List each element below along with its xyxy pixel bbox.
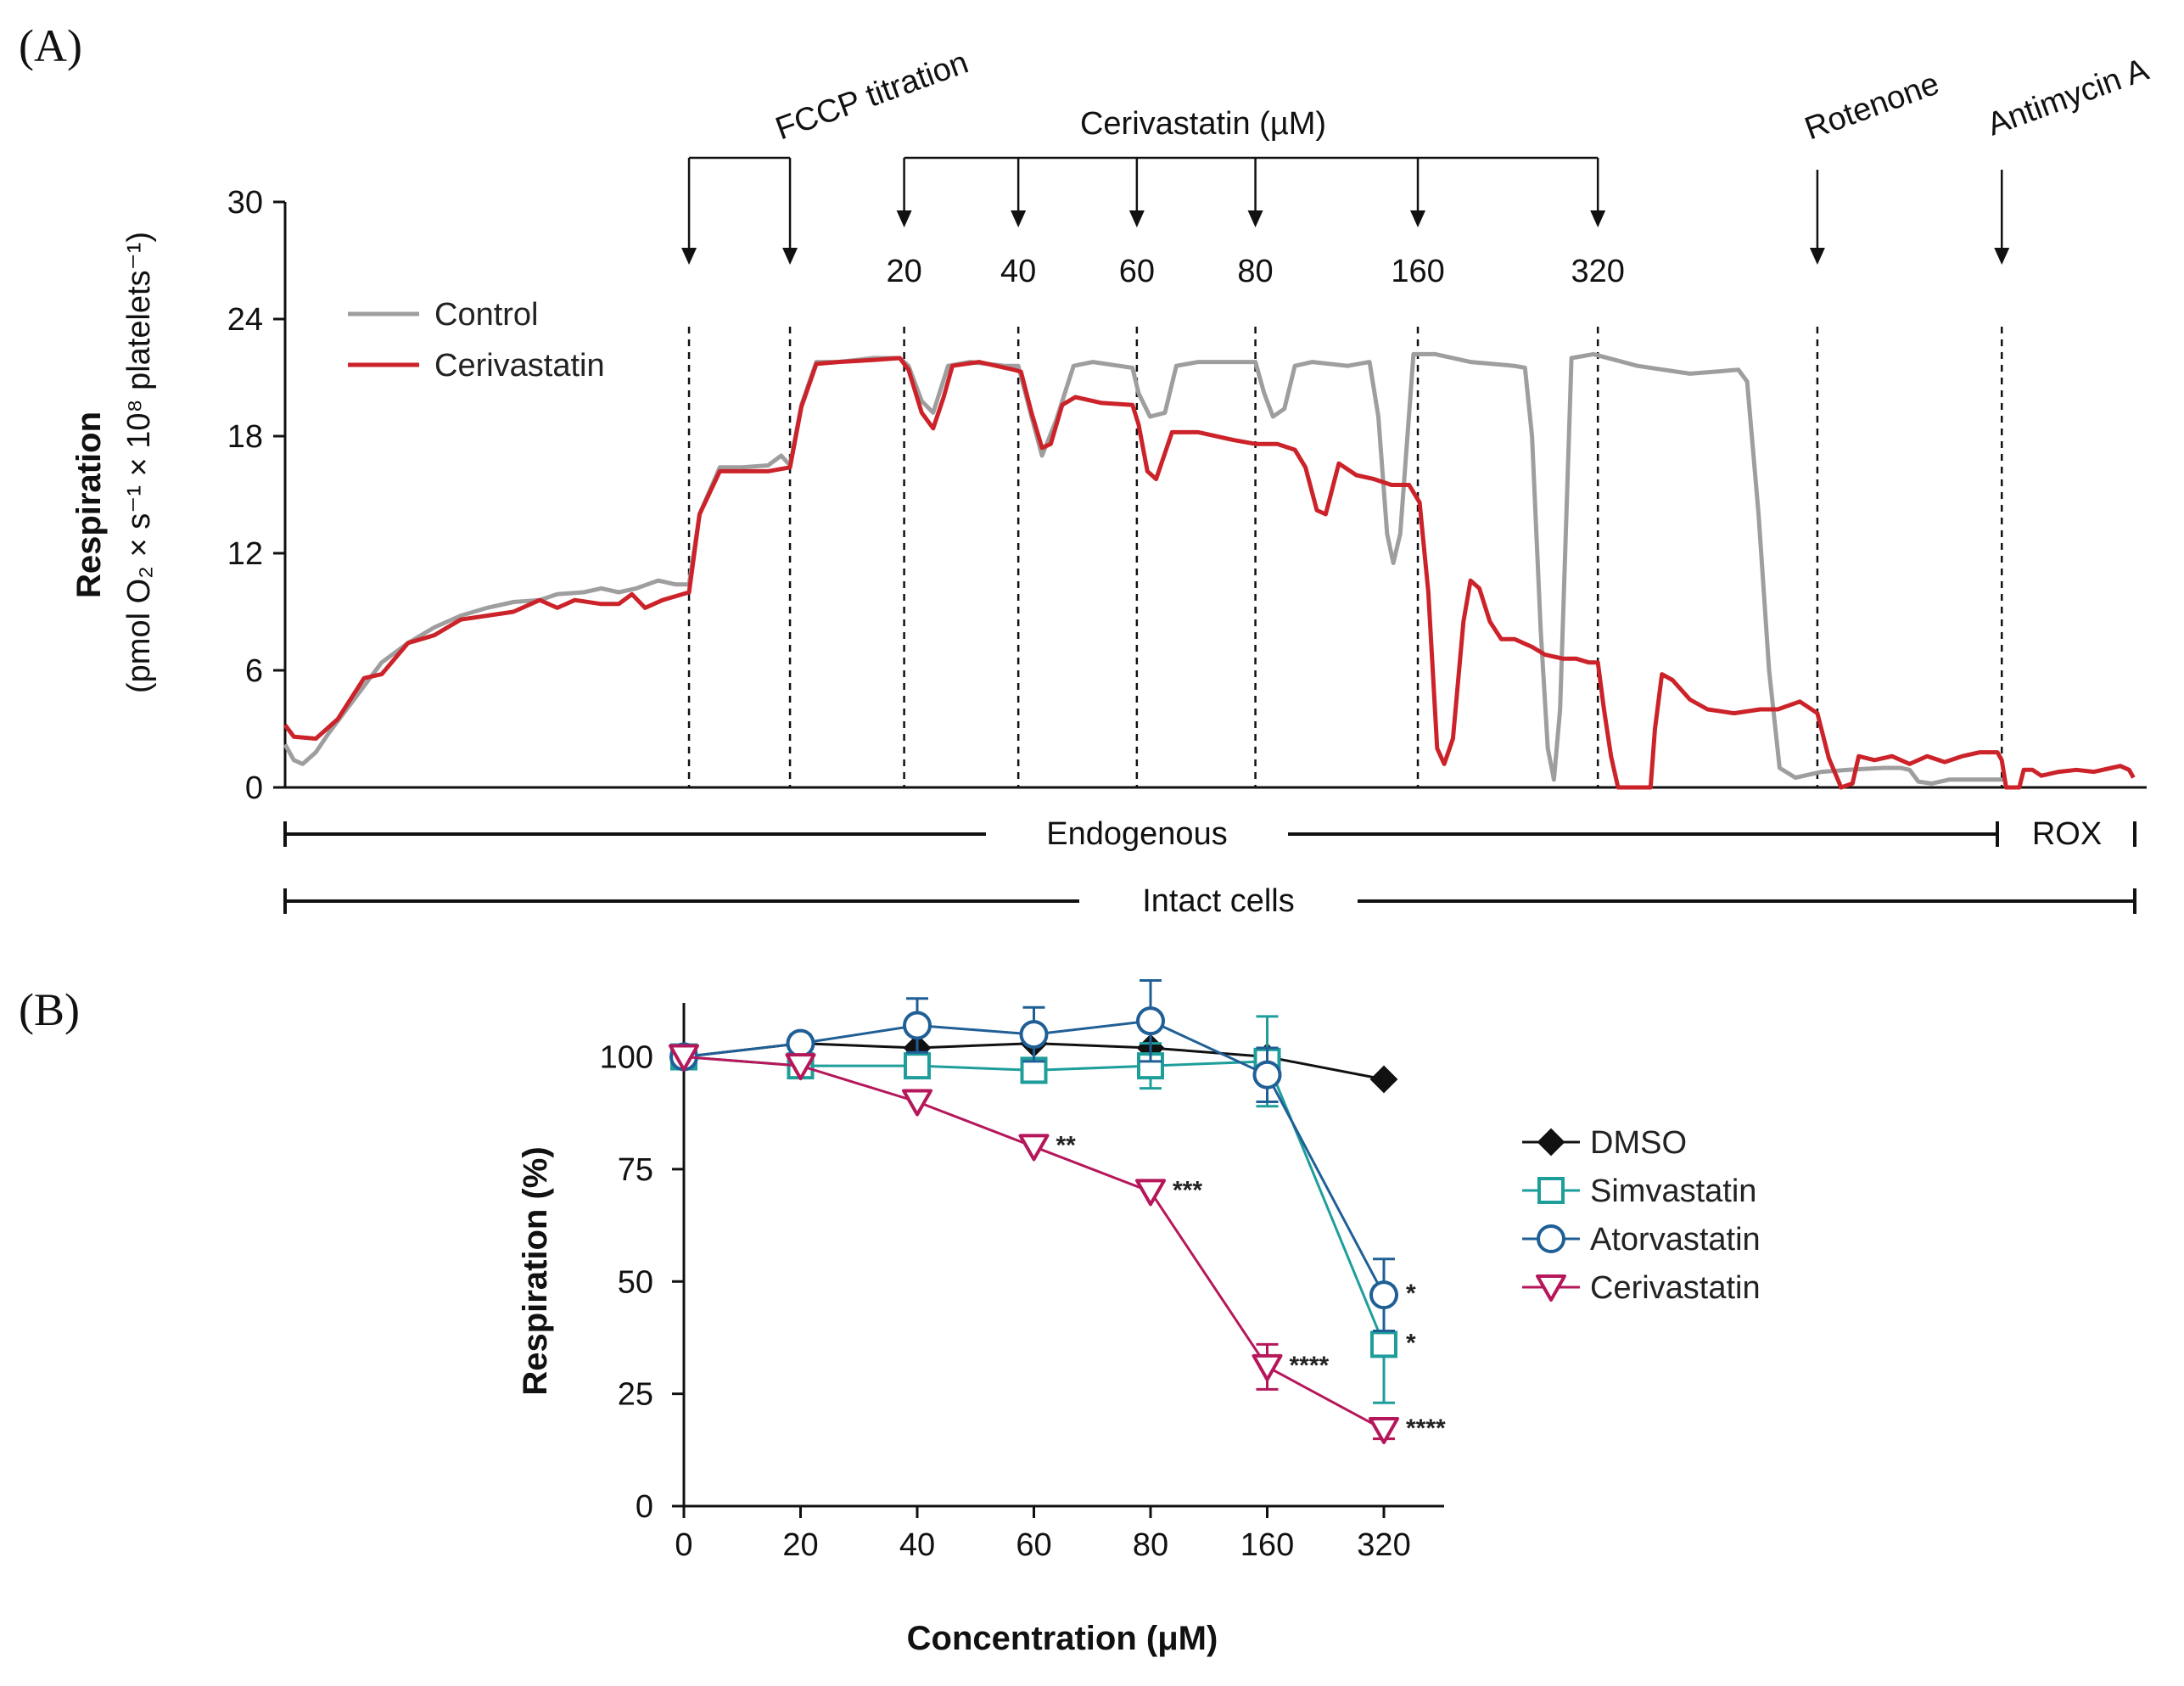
simvastatin-line — [683, 1056, 1386, 1345]
legend-cerivastatin-label: Cerivastatin — [434, 348, 605, 384]
panel-b-y-axis-title: Respiration (%) — [517, 1146, 554, 1395]
cerivastatin-arrow-head — [1247, 210, 1263, 227]
cerivastatin-dose-tick-label: 80 — [1237, 254, 1273, 289]
legend-atorvastatin-marker — [1537, 1224, 1565, 1253]
panel-a-y-tick-label: 0 — [245, 770, 263, 806]
panel-a-legend: Control Cerivastatin — [348, 297, 605, 384]
panel-a-y-tick-label: 18 — [227, 419, 263, 455]
panel-a-label: (A) — [19, 20, 82, 71]
panel-b-x-tick-label: 160 — [1240, 1527, 1294, 1563]
antimycin-a-label: Antimycin A — [1983, 52, 2154, 143]
cerivastatin-significance-label: **** — [1406, 1414, 1446, 1442]
endogenous-label: Endogenous — [1046, 816, 1227, 852]
rotenone-label: Rotenone — [1800, 66, 1944, 148]
simvastatin-significance-label: * — [1406, 1329, 1416, 1357]
legend-atorvastatin-label: Atorvastatin — [1590, 1222, 1761, 1257]
cerivastatin-marker — [1252, 1353, 1283, 1381]
cerivastatin-significance-label: ** — [1056, 1131, 1077, 1159]
panel-b-x-tick-label: 320 — [1357, 1527, 1410, 1563]
trace-cerivastatin — [283, 356, 2136, 790]
legend-cerivastatin-label: Cerivastatin — [1590, 1270, 1761, 1306]
panel-a-y-tick-label: 30 — [227, 185, 263, 221]
panel-b-x-axis-title: Concentration (μM) — [907, 1620, 1218, 1657]
cerivastatin-dose-label: Cerivastatin (µM) — [1080, 106, 1326, 142]
panel-b-legend: DMSO Simvastatin Atorvastatin Cerivastatin — [1522, 1125, 1761, 1306]
atorvastatin-marker — [1369, 1280, 1398, 1310]
rox-label: ROX — [2032, 816, 2102, 852]
state-bars: Endogenous ROX Intact cells — [283, 816, 2136, 919]
panel-b-x-tick-label: 40 — [899, 1527, 935, 1563]
panel-b-x-tick-label: 80 — [1133, 1527, 1168, 1563]
cerivastatin-marker — [1018, 1134, 1050, 1162]
panel-b-axes: 0 25 50 75 100 0 20 40 60 80 160 320 — [600, 1003, 1444, 1563]
cerivastatin-arrow-head — [1590, 210, 1606, 227]
cerivastatin-dose-tick-label: 320 — [1571, 254, 1624, 289]
panel-a-y-axis-title: Respiration — [70, 412, 108, 598]
panel-b-series: *************** — [669, 979, 1446, 1444]
panel-b-y-tick-label: 0 — [636, 1489, 653, 1525]
cerivastatin-marker — [1369, 1416, 1399, 1444]
simvastatin-marker — [904, 1052, 931, 1080]
cerivastatin-marker — [1135, 1179, 1166, 1207]
panel-a-y-tick-label: 24 — [227, 302, 263, 338]
atorvastatin-marker — [1019, 1020, 1049, 1050]
legend-control-label: Control — [434, 297, 539, 333]
fccp-titration-label: FCCP titration — [771, 45, 973, 148]
atorvastatin-significance-label: * — [1406, 1280, 1416, 1308]
legend-dmso-label: DMSO — [1590, 1125, 1687, 1161]
cerivastatin-dose-tick-label: 40 — [1000, 254, 1036, 289]
cerivastatin-significance-label: **** — [1290, 1352, 1330, 1380]
rotenone-arrow-head — [1809, 248, 1825, 265]
legend-cerivastatin-marker — [1536, 1274, 1566, 1302]
antimycin-arrow-head — [1994, 248, 2010, 265]
dmso-marker — [1369, 1065, 1398, 1094]
cerivastatin-arrow-head — [1011, 210, 1027, 227]
panel-b-x-tick-label: 20 — [782, 1527, 818, 1563]
cerivastatin-significance-label: *** — [1173, 1176, 1202, 1204]
cerivastatin-marker — [785, 1053, 816, 1081]
atorvastatin-marker — [1252, 1060, 1282, 1089]
cerivastatin-arrow-head — [1128, 210, 1145, 227]
panel-a: (A) Respiration (pmol O₂ × s⁻¹ × 10⁸ pla… — [19, 20, 2153, 919]
panel-a-y-tick-label: 6 — [245, 653, 263, 689]
cerivastatin-line — [683, 1056, 1385, 1431]
panel-a-y-axis-units: (pmol O₂ × s⁻¹ × 10⁸ platelets⁻¹) — [121, 232, 157, 693]
panel-a-axes: 0 6 12 18 24 30 — [227, 185, 2147, 806]
panel-b: (B) Respiration (%) Concentration (μM) 0… — [19, 979, 1761, 1657]
atorvastatin-marker — [786, 1028, 815, 1058]
legend-simvastatin-label: Simvastatin — [1590, 1173, 1756, 1209]
atorvastatin-marker — [1136, 1006, 1165, 1036]
panel-a-event-markers: 20 40 60 80 160 320 — [681, 156, 2010, 787]
cerivastatin-dose-tick-label: 60 — [1119, 254, 1155, 289]
panel-b-x-tick-label: 60 — [1016, 1527, 1051, 1563]
cerivastatin-marker — [902, 1089, 932, 1117]
panel-b-y-tick-label: 50 — [618, 1264, 653, 1300]
panel-b-x-tick-label: 0 — [675, 1527, 692, 1563]
cerivastatin-marker — [669, 1044, 699, 1072]
panel-a-y-tick-label: 12 — [227, 536, 263, 572]
legend-dmso-marker — [1537, 1128, 1565, 1157]
cerivastatin-arrow-head — [1410, 210, 1426, 227]
intact-cells-label: Intact cells — [1142, 883, 1295, 919]
trace-control — [283, 351, 2007, 786]
panel-a-series — [283, 351, 2136, 790]
atorvastatin-marker — [903, 1011, 932, 1040]
panel-b-y-tick-label: 75 — [618, 1152, 653, 1188]
fccp-arrow-head — [681, 248, 697, 265]
panel-b-y-tick-label: 100 — [600, 1040, 653, 1076]
cerivastatin-arrow-head — [896, 210, 912, 227]
panel-b-label: (B) — [19, 984, 80, 1035]
cerivastatin-dose-tick-label: 20 — [886, 254, 921, 289]
fccp-arrow-head — [782, 248, 798, 265]
panel-b-y-tick-label: 25 — [618, 1377, 653, 1413]
simvastatin-marker — [1370, 1330, 1397, 1358]
cerivastatin-dose-tick-label: 160 — [1391, 254, 1444, 289]
legend-simvastatin-marker — [1537, 1177, 1565, 1204]
